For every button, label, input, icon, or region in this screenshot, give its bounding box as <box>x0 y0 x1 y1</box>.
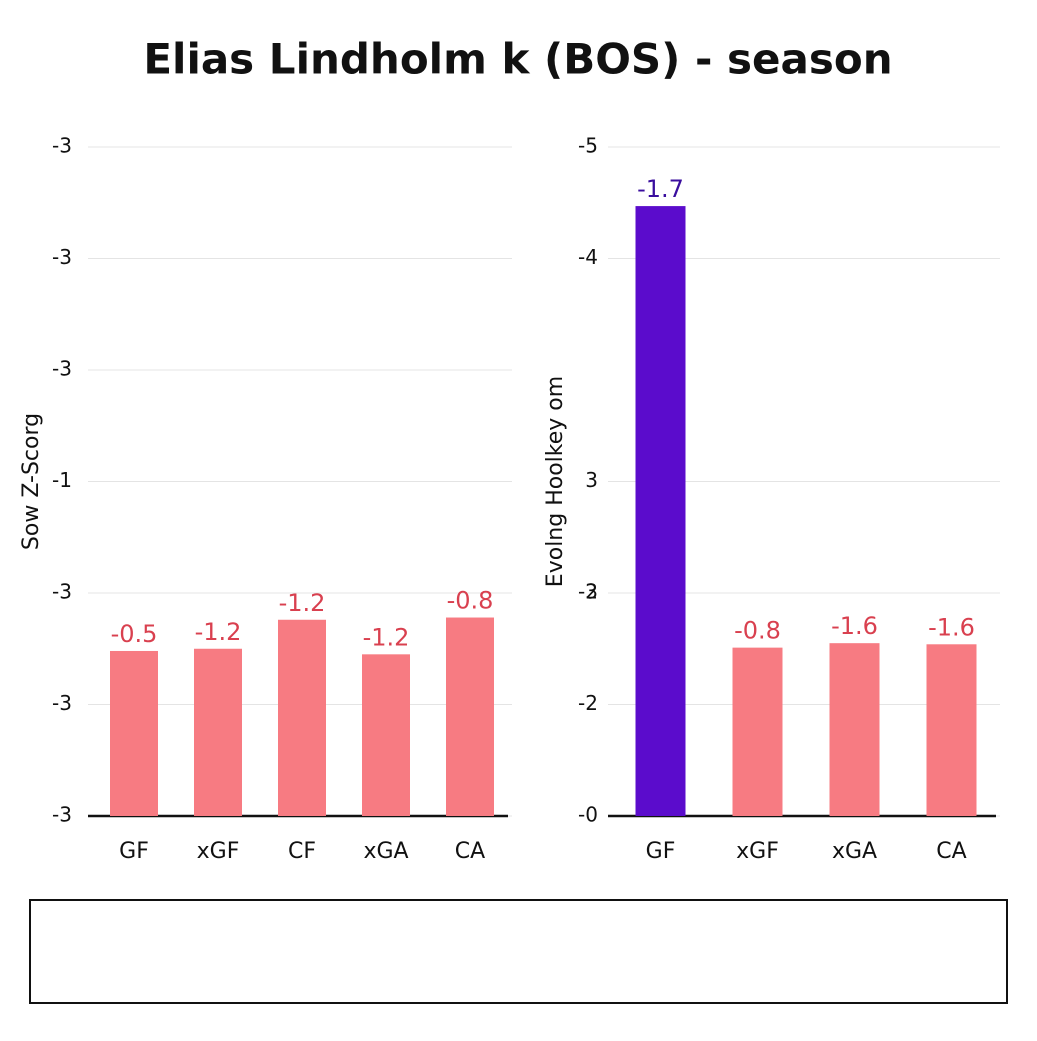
y-tick-label: -3 <box>52 134 72 158</box>
y-tick-label: -3 <box>52 691 72 715</box>
bar <box>194 648 242 816</box>
y-tick-label: 3 <box>585 468 598 492</box>
y-tick-label: -0 <box>578 803 598 827</box>
bar-annotation: -0.8 <box>734 617 781 645</box>
bar <box>732 647 783 816</box>
y-tick-label: -4 <box>578 245 598 269</box>
y-tick-label: -3 <box>52 245 72 269</box>
x-tick-label: xGA <box>832 839 877 864</box>
y-tick-label: -2 <box>578 691 598 715</box>
bar <box>446 617 494 816</box>
bar <box>278 619 326 816</box>
bar <box>635 206 686 817</box>
bar <box>829 643 880 816</box>
x-tick-label: GF <box>119 839 149 864</box>
x-tick-label: xGF <box>736 839 779 864</box>
y-tick-label: 2 <box>585 580 598 604</box>
bar-annotation: -1.6 <box>831 612 878 640</box>
bar-annotation: -1.2 <box>363 623 410 651</box>
bar-annotation: -1.7 <box>637 175 684 203</box>
chart-title: Elias Lindholm k (BOS) - season <box>143 35 892 84</box>
y-tick-label: -3 <box>578 580 598 604</box>
y-tick-label: -5 <box>578 134 598 158</box>
y-tick-label: -3 <box>52 580 72 604</box>
y-axis-label: Evolng Hoolkey om <box>543 376 568 587</box>
bar-annotation: -0.8 <box>447 587 494 615</box>
x-tick-label: xGF <box>197 839 240 864</box>
bar-annotation: -0.5 <box>111 620 158 648</box>
y-tick-label: -3 <box>52 357 72 381</box>
bar-annotation: -1.2 <box>279 589 326 617</box>
x-tick-label: GF <box>646 839 676 864</box>
bar <box>362 654 410 816</box>
bar-annotation: -1.2 <box>195 618 242 646</box>
x-tick-label: CF <box>288 839 316 864</box>
y-tick-label: -3 <box>52 803 72 827</box>
x-tick-label: CA <box>455 839 485 864</box>
y-axis-label: Sow Z-Scorg <box>19 413 44 550</box>
bar <box>926 644 977 816</box>
y-tick-label: -1 <box>52 468 72 492</box>
bar <box>110 650 158 816</box>
x-tick-label: xGA <box>363 839 408 864</box>
bar-annotation: -1.6 <box>928 613 975 641</box>
x-tick-label: CA <box>936 839 966 864</box>
empty-box <box>29 899 1008 1004</box>
